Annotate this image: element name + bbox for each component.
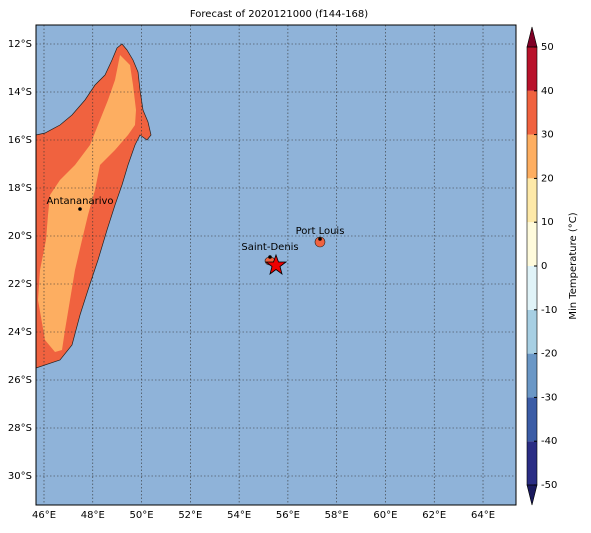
- colorbar-band: [527, 309, 537, 354]
- colorbar-tick-label: 30: [541, 130, 554, 141]
- colorbar-tick-label: 40: [541, 86, 554, 97]
- city-label: Antananarivo: [46, 196, 113, 207]
- lon-tick-label: 54°E: [227, 510, 251, 521]
- lon-tick-label: 58°E: [325, 510, 349, 521]
- colorbar-tick-label: 20: [541, 173, 554, 184]
- colorbar-band: [527, 178, 537, 223]
- colorbar-band: [527, 353, 537, 398]
- lat-tick-label: 24°S: [8, 327, 32, 338]
- colorbar-band: [527, 266, 537, 310]
- colorbar-band: [527, 441, 537, 485]
- lon-tick-label: 60°E: [373, 510, 397, 521]
- lat-tick-label: 22°S: [8, 279, 32, 290]
- madagascar-warm: [38, 55, 136, 352]
- lon-tick-label: 62°E: [422, 510, 446, 521]
- city-dot: [318, 237, 322, 241]
- lat-tick-label: 30°S: [8, 471, 32, 482]
- city-label: Saint-Denis: [241, 242, 298, 253]
- colorbar-band: [527, 397, 537, 442]
- mauritius: [314, 236, 326, 248]
- city-dot: [78, 207, 82, 211]
- colorbar-band: [527, 134, 537, 179]
- colorbar-extend-low: [526, 484, 538, 506]
- lat-tick-label: 18°S: [8, 183, 32, 194]
- lon-tick-label: 48°E: [81, 510, 105, 521]
- colorbar-tick-label: -20: [541, 349, 557, 360]
- lat-tick-label: 26°S: [8, 375, 32, 386]
- land: [36, 43, 326, 369]
- colorbar-band: [527, 47, 537, 91]
- lon-tick-label: 52°E: [178, 510, 202, 521]
- lat-tick-label: 20°S: [8, 231, 32, 242]
- lat-tick-label: 12°S: [8, 39, 32, 50]
- colorbar-tick-label: -40: [541, 436, 557, 447]
- city-label: Port Louis: [296, 226, 345, 237]
- lat-tick-label: 14°S: [8, 87, 32, 98]
- colorbar-tick-label: -30: [541, 392, 557, 403]
- colorbar-tick-label: -10: [541, 305, 557, 316]
- colorbar-tick-label: -50: [541, 480, 557, 491]
- lat-tick-label: 16°S: [8, 135, 32, 146]
- colorbar-band: [527, 90, 537, 135]
- lon-tick-label: 64°E: [471, 510, 495, 521]
- title: Forecast of 2020121000 (f144-168): [190, 9, 368, 20]
- colorbar-tick-label: 10: [541, 217, 554, 228]
- map-frame: [35, 24, 517, 506]
- colorbar-extend-high: [526, 26, 538, 48]
- lon-tick-label: 56°E: [276, 510, 300, 521]
- colorbar-tick-label: 0: [541, 261, 547, 272]
- lon-tick-label: 46°E: [32, 510, 56, 521]
- city-dot: [268, 255, 272, 259]
- colorbar-label: Min Temperature (°C): [568, 212, 579, 319]
- star-marker: [264, 253, 288, 276]
- lat-tick-label: 28°S: [8, 423, 32, 434]
- lon-tick-label: 50°E: [130, 510, 154, 521]
- colorbar-tick-label: 50: [541, 42, 554, 53]
- colorbar-band: [527, 222, 537, 266]
